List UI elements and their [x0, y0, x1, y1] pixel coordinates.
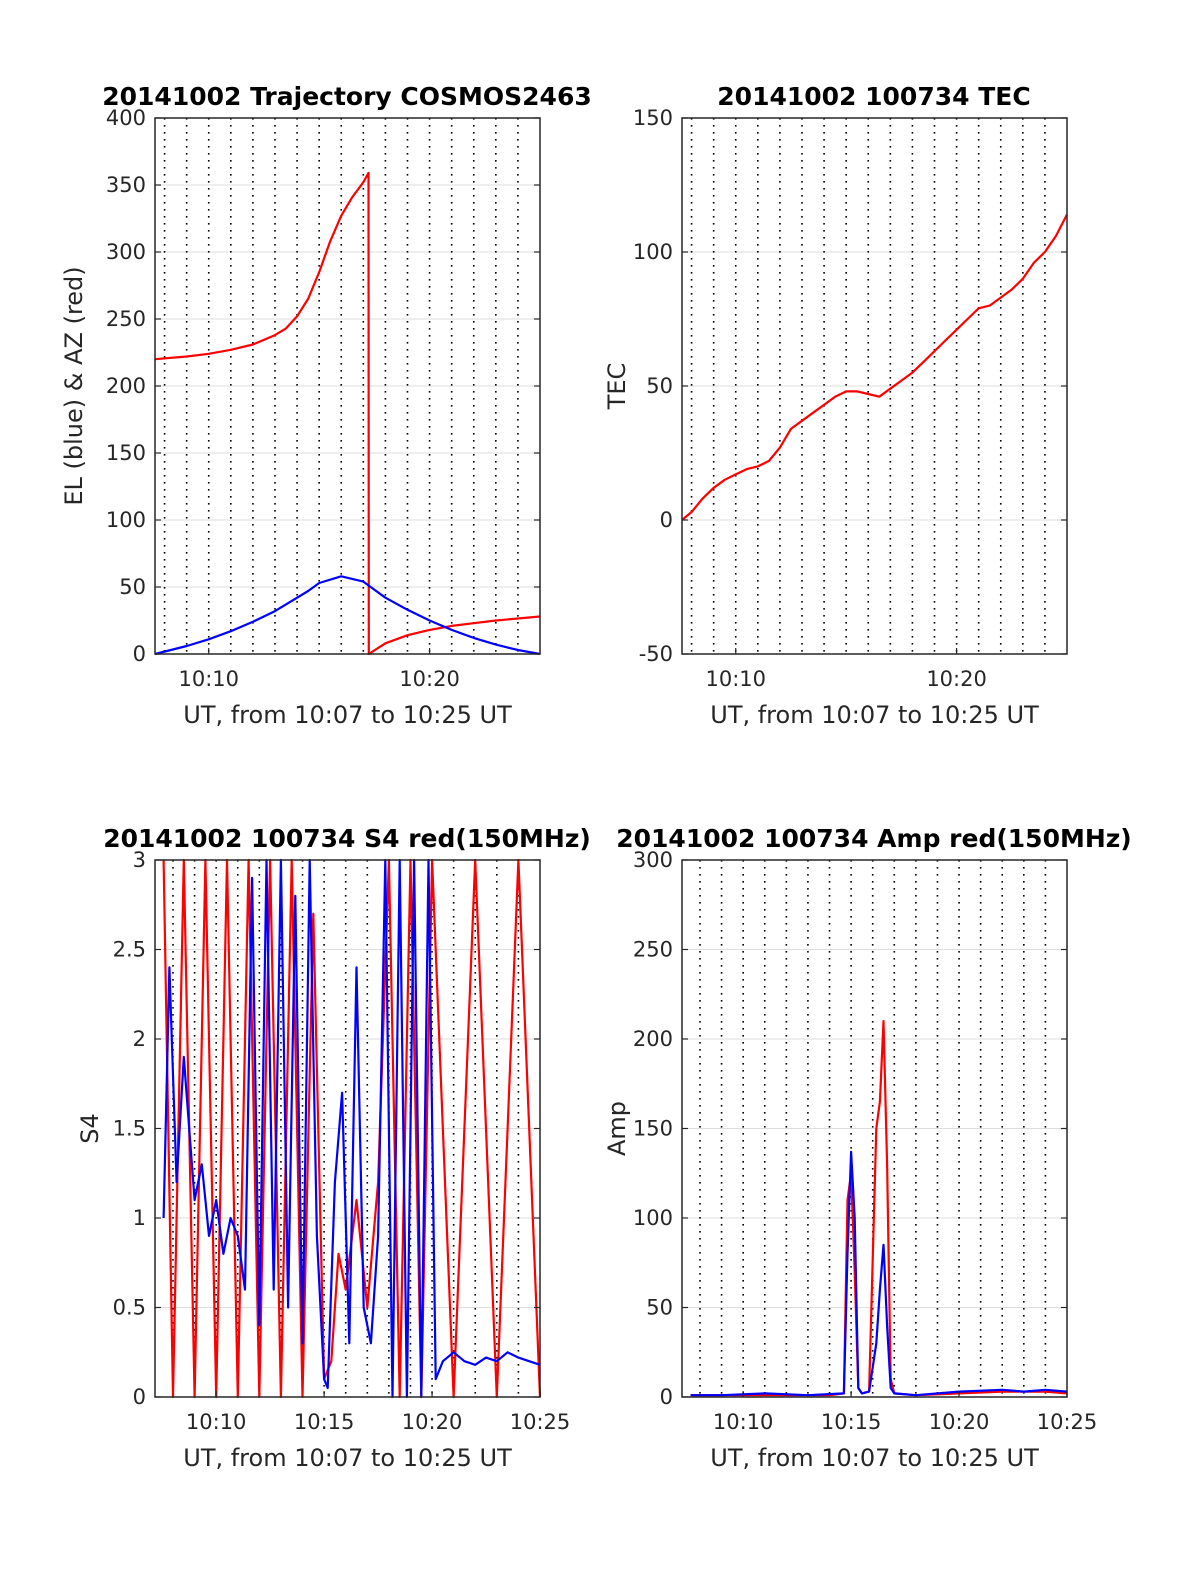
trajectory-y-tick-label: 350: [106, 173, 146, 197]
amp-title: 20141002 100734 Amp red(150MHz): [616, 824, 1132, 853]
tec-y-tick-label: -50: [639, 642, 673, 666]
trajectory-title: 20141002 Trajectory COSMOS2463: [102, 82, 592, 111]
amp-ticks: 0 50 100 150 200 250 300 10:10 10:15 10:20 10:25: [633, 848, 1097, 1434]
amp-y-tick-label: 50: [646, 1296, 673, 1320]
s4-x-tick-label: 10:10: [186, 1410, 247, 1434]
s4-panel: 0 0.5 1 1.5 2 2.5 3 10:10 10:15 10:20 10:25 201410…: [76, 824, 591, 1472]
tec-series: [681, 213, 1068, 521]
s4-x-axis-label: UT, from 10:07 to 10:25 UT: [183, 1444, 512, 1472]
trajectory-series-line-red: [154, 171, 541, 656]
tec-y-tick-label: 50: [646, 374, 673, 398]
trajectory-ticks: 0 50 100 150 200 250 300 350 400 10:10 10:20: [106, 106, 540, 691]
amp-x-tick-label: 10:15: [821, 1410, 882, 1434]
amp-series-line-blue: [690, 1150, 1068, 1397]
amp-y-axis-label: Amp: [603, 1101, 631, 1156]
amp-x-tick-label: 10:20: [929, 1410, 990, 1434]
trajectory-x-tick-label: 10:10: [178, 667, 239, 691]
amp-y-tick-label: 100: [633, 1206, 673, 1230]
trajectory-y-tick-label: 250: [106, 307, 146, 331]
trajectory-series-line-blue: [154, 575, 541, 656]
tec-y-tick-label: 100: [633, 240, 673, 264]
tec-axes-box: [681, 117, 1068, 655]
trajectory-y-tick-label: 200: [106, 374, 146, 398]
amp-x-tick-label: 10:10: [713, 1410, 774, 1434]
tec-x-tick-label: 10:20: [926, 667, 987, 691]
tec-y-tick-label: 0: [660, 508, 673, 532]
trajectory-y-tick-label: 150: [106, 441, 146, 465]
trajectory-y-tick-label: 300: [106, 240, 146, 264]
trajectory-y-tick-label: 400: [106, 106, 146, 130]
s4-grid: [155, 860, 540, 1397]
tec-grid: [682, 118, 1067, 654]
amp-x-axis-label: UT, from 10:07 to 10:25 UT: [710, 1444, 1039, 1472]
s4-y-tick-label: 2.5: [113, 938, 146, 962]
s4-y-tick-label: 0.5: [113, 1296, 146, 1320]
amp-panel: 0 50 100 150 200 250 300 10:10 10:15 10:20 10:25 2…: [603, 824, 1132, 1472]
s4-y-tick-label: 3: [133, 848, 146, 872]
trajectory-panel: 0 50 100 150 200 250 300 350 400 10:10 10:20 20141…: [60, 82, 592, 729]
tec-series-line-red: [681, 213, 1068, 521]
s4-x-tick-label: 10:20: [402, 1410, 463, 1434]
s4-title: 20141002 100734 S4 red(150MHz): [103, 824, 591, 853]
trajectory-y-tick-label: 100: [106, 508, 146, 532]
s4-y-tick-label: 2: [133, 1027, 146, 1051]
s4-y-tick-label: 1.5: [113, 1117, 146, 1141]
amp-x-tick-label: 10:25: [1037, 1410, 1098, 1434]
amp-series: [690, 1019, 1068, 1397]
trajectory-y-axis-label: EL (blue) & AZ (red): [60, 266, 88, 505]
amp-y-tick-label: 150: [633, 1117, 673, 1141]
amp-y-tick-label: 0: [660, 1385, 673, 1409]
s4-ticks: 0 0.5 1 1.5 2 2.5 3 10:10 10:15 10:20 10:25: [113, 848, 571, 1434]
amp-axes-box: [681, 859, 1068, 1398]
tec-panel: -50 0 50 100 150 10:10 10:20 20141002 100734 T…: [603, 82, 1068, 729]
s4-y-tick-label: 1: [133, 1206, 146, 1230]
tec-y-tick-label: 150: [633, 106, 673, 130]
tec-x-tick-label: 10:10: [705, 667, 766, 691]
tec-x-axis-label: UT, from 10:07 to 10:25 UT: [710, 701, 1039, 729]
tec-title: 20141002 100734 TEC: [717, 82, 1030, 111]
s4-y-tick-label: 0: [133, 1385, 146, 1409]
amp-y-tick-label: 200: [633, 1027, 673, 1051]
trajectory-series: [154, 171, 541, 656]
s4-axes-box: [154, 859, 541, 1398]
tec-ticks: -50 0 50 100 150 10:10 10:20: [633, 106, 1067, 691]
amp-grid: [682, 860, 1067, 1397]
s4-series-line-blue: [162, 858, 541, 1399]
tec-y-axis-label: TEC: [603, 363, 631, 411]
s4-x-tick-label: 10:25: [510, 1410, 571, 1434]
trajectory-y-tick-label: 0: [133, 642, 146, 666]
amp-y-tick-label: 250: [633, 938, 673, 962]
s4-x-tick-label: 10:15: [294, 1410, 355, 1434]
s4-series: [162, 858, 542, 1399]
amp-y-tick-label: 300: [633, 848, 673, 872]
s4-y-axis-label: S4: [76, 1113, 104, 1144]
trajectory-x-tick-label: 10:20: [399, 667, 460, 691]
trajectory-x-axis-label: UT, from 10:07 to 10:25 UT: [183, 701, 512, 729]
trajectory-axes-box: [154, 117, 541, 655]
trajectory-grid: [155, 118, 540, 654]
trajectory-y-tick-label: 50: [119, 575, 146, 599]
